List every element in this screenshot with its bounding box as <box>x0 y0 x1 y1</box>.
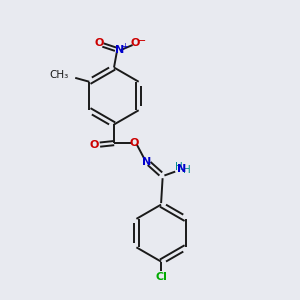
Text: O: O <box>129 138 139 148</box>
Text: CH₃: CH₃ <box>50 70 69 80</box>
Text: Cl: Cl <box>155 272 167 282</box>
Text: N: N <box>142 157 151 167</box>
Text: N: N <box>178 164 187 174</box>
Text: H: H <box>175 162 183 172</box>
Text: O: O <box>131 38 140 48</box>
Text: H: H <box>183 165 191 176</box>
Text: O: O <box>90 140 99 150</box>
Text: N: N <box>115 45 124 55</box>
Text: −: − <box>137 36 146 46</box>
Text: +: + <box>121 42 128 51</box>
Text: O: O <box>94 38 104 48</box>
